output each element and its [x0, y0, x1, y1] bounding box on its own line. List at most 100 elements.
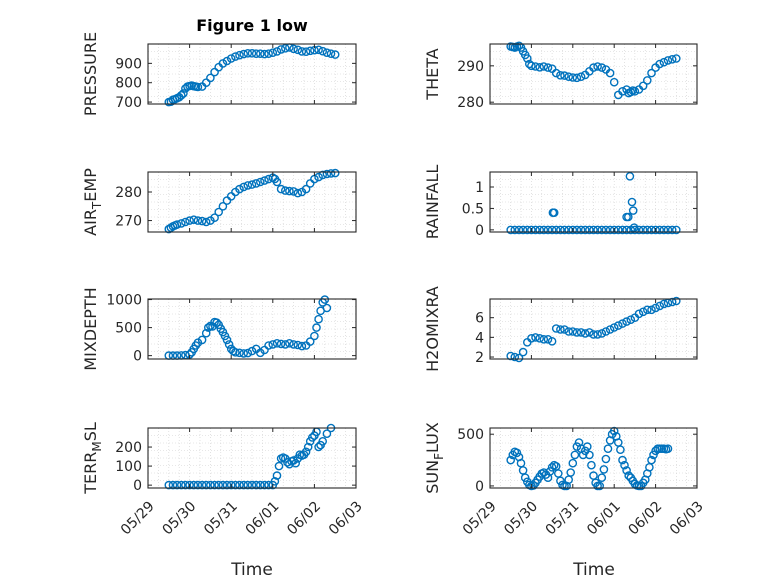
- data-point: [601, 327, 611, 336]
- data-point: [318, 170, 328, 180]
- data-point: [193, 480, 203, 490]
- grid: [489, 171, 698, 233]
- data-point: [527, 333, 536, 343]
- y-tick-label: 280: [115, 185, 142, 201]
- data-point: [514, 353, 524, 363]
- data-point: [572, 442, 582, 451]
- data-series: [506, 296, 681, 363]
- data-point: [556, 225, 565, 235]
- data-point: [629, 223, 639, 232]
- data-point: [289, 44, 298, 54]
- axes-box: [489, 171, 698, 233]
- data-point: [314, 314, 323, 324]
- data-point: [551, 68, 561, 78]
- data-series: [506, 426, 673, 491]
- data-series: [164, 43, 340, 107]
- subplot-h2omixra: 2 4 6 H2OMIXRA: [423, 286, 698, 372]
- y-tick-label: 0: [475, 479, 484, 495]
- data-point: [551, 225, 561, 235]
- data-point: [626, 315, 636, 325]
- data-point: [260, 49, 269, 59]
- data-point: [549, 208, 559, 217]
- data-point: [305, 46, 315, 56]
- data-point: [647, 305, 656, 315]
- axes-box: [147, 427, 357, 489]
- data-point: [609, 77, 619, 87]
- y-tick-label: 6: [475, 311, 484, 327]
- data-point: [585, 450, 594, 460]
- data-point: [593, 330, 602, 339]
- data-point: [643, 76, 652, 85]
- x-tick-label: 06/02: [626, 498, 666, 538]
- data-point: [672, 54, 681, 63]
- data-point: [651, 303, 660, 313]
- grid: [489, 43, 698, 105]
- data-point: [587, 460, 596, 470]
- data-point: [560, 225, 569, 235]
- data-point: [197, 335, 207, 345]
- data-point: [247, 49, 257, 58]
- data-point: [568, 73, 578, 82]
- data-point: [243, 480, 253, 490]
- data-point: [531, 62, 540, 71]
- data-point: [630, 87, 640, 96]
- data-point: [314, 172, 323, 182]
- data-point: [212, 318, 221, 327]
- data-point: [201, 217, 211, 227]
- data-point: [663, 444, 673, 454]
- data-point: [235, 348, 244, 358]
- data-point: [622, 317, 631, 326]
- data-point: [539, 62, 549, 71]
- data-point: [547, 225, 557, 235]
- data-point: [527, 225, 536, 235]
- data-point: [539, 225, 549, 235]
- data-point: [625, 171, 635, 181]
- data-point: [210, 213, 219, 222]
- data-point: [239, 182, 248, 192]
- data-point: [185, 480, 194, 490]
- data-point: [622, 225, 631, 235]
- y-tick-label: 4: [475, 330, 484, 346]
- x-tick-label: 06/01: [584, 498, 624, 538]
- data-point: [572, 225, 582, 235]
- data-point: [597, 63, 607, 72]
- data-point: [667, 55, 677, 64]
- data-point: [301, 184, 311, 194]
- data-point: [506, 351, 516, 361]
- x-tick-label: 05/31: [543, 498, 583, 538]
- data-point: [539, 468, 549, 477]
- data-point: [231, 52, 240, 61]
- data-point: [201, 480, 211, 490]
- data-point: [293, 188, 303, 198]
- data-point: [293, 45, 303, 55]
- data-point: [609, 225, 619, 235]
- data-point: [260, 480, 269, 490]
- data-point: [222, 480, 232, 490]
- data-point: [659, 299, 669, 309]
- x-tick-label: 05/30: [501, 498, 541, 538]
- data-point: [512, 448, 522, 458]
- data-point: [535, 333, 545, 343]
- data-point: [659, 225, 669, 235]
- data-point: [556, 325, 565, 334]
- data-point: [264, 341, 273, 350]
- y-tick-label: 0: [133, 349, 142, 365]
- data-point: [226, 480, 236, 490]
- subplot-pressure: 700 800 900 PRESSURE: [81, 32, 357, 116]
- data-point: [330, 50, 340, 59]
- data-point: [276, 184, 286, 194]
- data-point: [235, 184, 244, 194]
- data-point: [264, 480, 273, 490]
- data-point: [647, 68, 656, 78]
- data-point: [239, 349, 248, 358]
- subplot-air-temp: 270 280 AIRTEMP: [81, 168, 357, 236]
- data-point: [289, 187, 298, 196]
- x-tick-label: 06/03: [326, 498, 366, 538]
- data-point: [231, 347, 240, 357]
- x-tick-label: 05/29: [118, 498, 158, 538]
- data-point: [551, 324, 561, 333]
- data-point: [218, 480, 228, 490]
- data-point: [506, 225, 516, 235]
- data-point: [597, 473, 607, 483]
- data-point: [659, 57, 669, 67]
